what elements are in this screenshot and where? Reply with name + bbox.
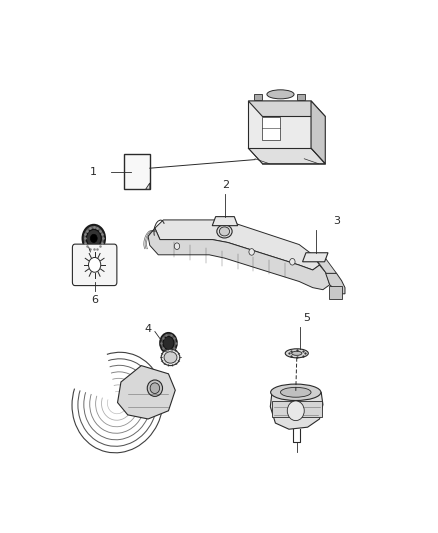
Bar — [124, 154, 150, 189]
Polygon shape — [148, 228, 330, 290]
Circle shape — [83, 225, 105, 252]
Circle shape — [163, 336, 174, 350]
Text: 6: 6 — [91, 295, 98, 305]
Ellipse shape — [217, 225, 232, 238]
Ellipse shape — [147, 380, 162, 397]
Bar — [297, 94, 305, 100]
Bar — [254, 94, 262, 100]
Ellipse shape — [164, 352, 177, 363]
Polygon shape — [117, 366, 175, 419]
Polygon shape — [325, 273, 345, 294]
Bar — [272, 401, 322, 417]
Ellipse shape — [287, 401, 304, 421]
Polygon shape — [146, 183, 150, 189]
Text: 5: 5 — [304, 312, 311, 322]
Polygon shape — [248, 101, 311, 148]
Ellipse shape — [285, 349, 308, 358]
Polygon shape — [248, 101, 325, 117]
Ellipse shape — [150, 383, 159, 393]
Polygon shape — [303, 253, 328, 262]
Circle shape — [249, 248, 254, 255]
Circle shape — [290, 259, 295, 265]
Text: 1: 1 — [90, 167, 97, 177]
Ellipse shape — [292, 351, 302, 356]
Polygon shape — [311, 101, 325, 164]
FancyBboxPatch shape — [72, 244, 117, 286]
Polygon shape — [270, 392, 323, 429]
Text: 2: 2 — [223, 180, 230, 190]
Ellipse shape — [267, 90, 294, 99]
Circle shape — [86, 229, 101, 247]
Text: 4: 4 — [145, 325, 152, 335]
Circle shape — [88, 257, 101, 272]
Ellipse shape — [280, 387, 311, 397]
Ellipse shape — [161, 349, 180, 366]
Polygon shape — [212, 216, 238, 225]
Polygon shape — [248, 148, 325, 164]
Polygon shape — [313, 255, 336, 273]
Circle shape — [90, 235, 97, 243]
Circle shape — [174, 243, 180, 249]
Text: 3: 3 — [333, 216, 340, 226]
Bar — [262, 117, 280, 140]
Ellipse shape — [219, 227, 230, 236]
Circle shape — [160, 333, 177, 353]
Bar — [329, 286, 342, 298]
Ellipse shape — [271, 384, 321, 400]
Polygon shape — [155, 220, 320, 270]
